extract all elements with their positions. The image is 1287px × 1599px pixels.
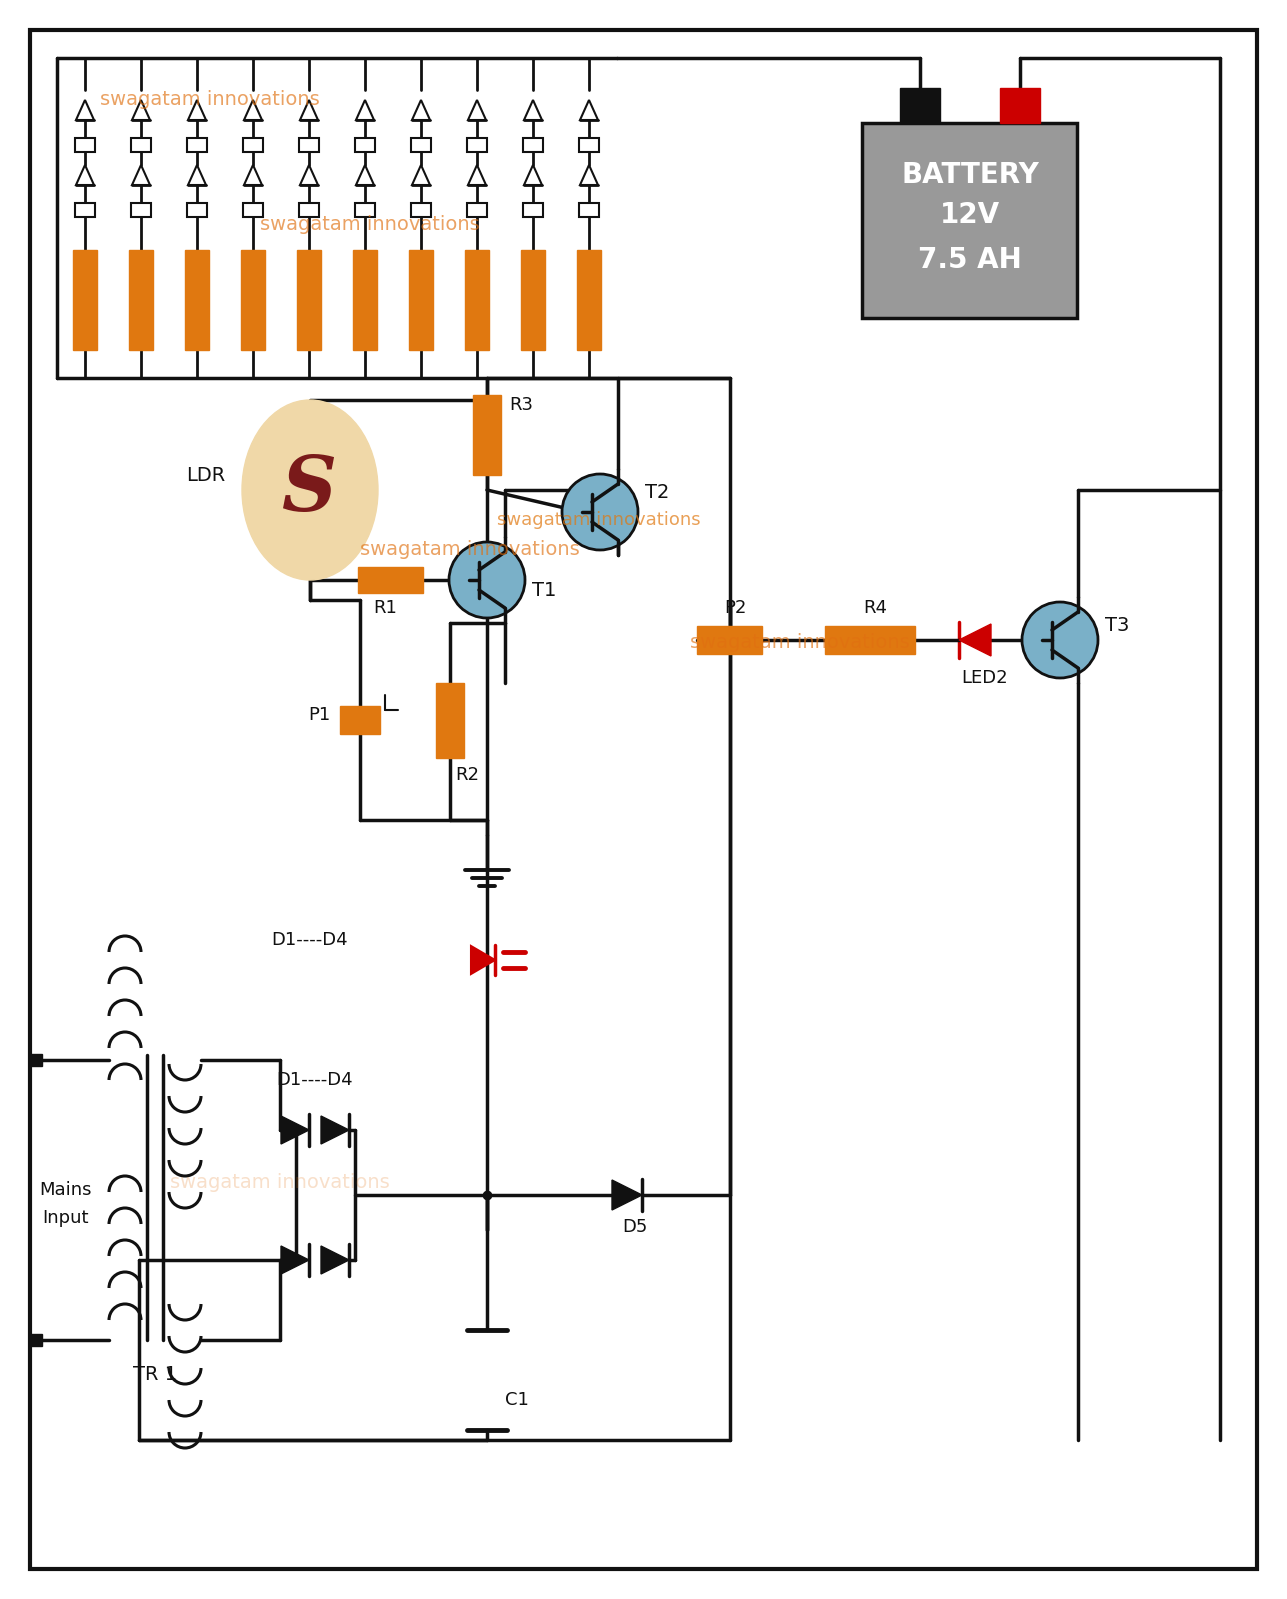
Bar <box>523 138 543 152</box>
Text: BATTERY: BATTERY <box>901 161 1039 189</box>
Bar <box>243 203 263 217</box>
Bar <box>579 138 598 152</box>
Polygon shape <box>613 1180 642 1210</box>
Text: R3: R3 <box>508 397 533 414</box>
Text: swagatam innovations: swagatam innovations <box>170 1174 390 1191</box>
Bar <box>75 138 95 152</box>
Text: P2: P2 <box>723 600 746 617</box>
Bar <box>353 249 377 350</box>
Bar <box>409 249 432 350</box>
Text: Mains: Mains <box>39 1182 91 1199</box>
Bar <box>131 203 151 217</box>
Polygon shape <box>320 1116 349 1143</box>
Polygon shape <box>959 624 991 656</box>
Text: C1: C1 <box>505 1391 529 1409</box>
Bar <box>411 138 431 152</box>
Text: swagatam innovations: swagatam innovations <box>100 90 319 109</box>
Text: swagatam innovations: swagatam innovations <box>690 633 910 652</box>
Bar <box>577 249 601 350</box>
Bar <box>131 138 151 152</box>
Bar <box>467 138 486 152</box>
Text: 12V: 12V <box>940 201 1000 229</box>
Circle shape <box>562 473 638 550</box>
Bar <box>355 203 375 217</box>
Polygon shape <box>281 1116 309 1143</box>
Bar <box>73 249 97 350</box>
Text: TR 1: TR 1 <box>133 1366 178 1385</box>
Bar <box>465 249 489 350</box>
Bar <box>187 138 207 152</box>
Bar <box>1000 88 1040 123</box>
Ellipse shape <box>242 400 378 580</box>
Text: R4: R4 <box>864 600 887 617</box>
Bar <box>436 683 465 758</box>
Circle shape <box>1022 601 1098 678</box>
Bar <box>698 625 762 654</box>
Bar <box>521 249 544 350</box>
Text: P1: P1 <box>308 707 329 724</box>
Polygon shape <box>281 1246 309 1274</box>
Polygon shape <box>320 1246 349 1274</box>
Bar <box>900 88 940 123</box>
Text: LDR: LDR <box>185 465 225 484</box>
Bar <box>467 203 486 217</box>
Text: T1: T1 <box>532 580 556 600</box>
Bar <box>241 249 265 350</box>
Bar <box>30 1054 42 1067</box>
Text: R1: R1 <box>373 600 396 617</box>
Text: Input: Input <box>41 1209 89 1226</box>
Bar <box>185 249 208 350</box>
Bar <box>30 1334 42 1346</box>
Bar <box>299 138 319 152</box>
Bar <box>523 203 543 217</box>
Bar <box>243 138 263 152</box>
Bar <box>297 249 320 350</box>
Bar <box>187 203 207 217</box>
Text: 7.5 AH: 7.5 AH <box>918 246 1022 273</box>
Text: LED2: LED2 <box>961 668 1008 688</box>
Bar <box>299 203 319 217</box>
Text: T3: T3 <box>1106 616 1130 635</box>
Circle shape <box>449 542 525 617</box>
Bar <box>340 707 380 734</box>
Bar <box>129 249 153 350</box>
Bar <box>862 123 1077 318</box>
Polygon shape <box>471 947 495 974</box>
Bar <box>355 138 375 152</box>
Bar <box>411 203 431 217</box>
Text: R2: R2 <box>456 766 479 784</box>
Bar <box>358 568 422 593</box>
Text: D1----D4: D1----D4 <box>277 1071 354 1089</box>
Text: D1----D4: D1----D4 <box>272 931 349 948</box>
Text: S: S <box>282 453 337 528</box>
Text: T2: T2 <box>645 483 669 502</box>
Bar <box>474 395 501 475</box>
Bar <box>825 625 915 654</box>
Text: swagatam innovations: swagatam innovations <box>260 214 480 233</box>
Text: swagatam innovations: swagatam innovations <box>360 540 579 560</box>
Bar <box>579 203 598 217</box>
Text: swagatam innovations: swagatam innovations <box>497 512 700 529</box>
Text: D5: D5 <box>623 1218 647 1236</box>
Bar <box>75 203 95 217</box>
